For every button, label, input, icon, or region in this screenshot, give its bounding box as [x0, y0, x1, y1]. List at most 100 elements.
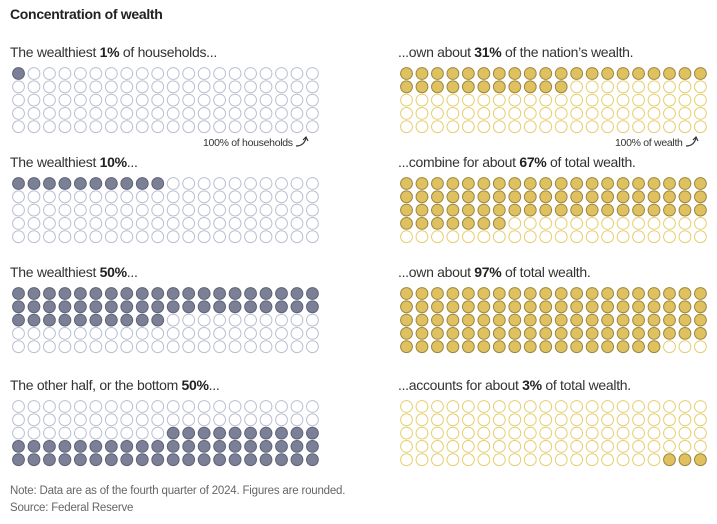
- dot-empty: [415, 440, 429, 453]
- dot-empty: [228, 203, 242, 217]
- dot-empty: [27, 107, 41, 120]
- dot-empty: [275, 327, 288, 340]
- dot-empty: [554, 400, 568, 413]
- dot-empty: [58, 80, 72, 94]
- dot-empty: [632, 120, 645, 134]
- panel-title-bold: 1%: [99, 44, 120, 60]
- dot-filled: [461, 300, 475, 314]
- waffle-household: [12, 67, 319, 134]
- dot-empty: [632, 440, 645, 453]
- dot-empty: [400, 426, 413, 440]
- dot-filled: [182, 300, 196, 314]
- dot-empty: [120, 413, 134, 427]
- dot-empty: [228, 340, 242, 354]
- dot-filled: [585, 313, 599, 327]
- dot-filled: [678, 313, 692, 327]
- panel-title-pre: The wealthiest: [10, 44, 100, 60]
- dot-empty: [12, 340, 25, 354]
- dot-filled: [477, 217, 491, 230]
- dot-empty: [166, 230, 180, 244]
- dot-filled: [539, 80, 553, 94]
- dot-filled: [415, 340, 429, 354]
- dot-empty: [446, 230, 460, 244]
- dot-filled: [43, 453, 56, 467]
- dot-filled: [632, 203, 645, 217]
- dot-filled: [244, 426, 257, 440]
- dot-empty: [182, 80, 196, 94]
- dot-empty: [135, 340, 149, 354]
- dot-empty: [228, 327, 242, 340]
- dot-empty: [182, 203, 196, 217]
- dot-empty: [290, 340, 304, 354]
- dot-empty: [213, 340, 227, 354]
- panel-title-pre: The wealthiest: [10, 154, 100, 170]
- dot-empty: [89, 80, 103, 94]
- dot-filled: [616, 287, 630, 300]
- dot-empty: [539, 120, 553, 134]
- dot-filled: [616, 177, 630, 190]
- dot-empty: [585, 93, 599, 107]
- dot-filled: [151, 453, 165, 467]
- dot-empty: [259, 93, 273, 107]
- dot-filled: [539, 203, 553, 217]
- dot-empty: [523, 426, 537, 440]
- dot-empty: [585, 107, 599, 120]
- dot-empty: [244, 313, 257, 327]
- dot-filled: [647, 177, 661, 190]
- dot-empty: [431, 440, 444, 453]
- dot-empty: [197, 190, 211, 204]
- dot-empty: [135, 120, 149, 134]
- dot-filled: [104, 313, 118, 327]
- dot-empty: [275, 190, 288, 204]
- dot-empty: [12, 93, 25, 107]
- dot-filled: [647, 327, 661, 340]
- dot-empty: [135, 400, 149, 413]
- dot-empty: [290, 107, 304, 120]
- dot-filled: [647, 340, 661, 354]
- dot-empty: [89, 217, 103, 230]
- dot-filled: [601, 327, 615, 340]
- dot-filled: [539, 67, 553, 80]
- dot-empty: [585, 453, 599, 467]
- dot-filled: [446, 217, 460, 230]
- dot-empty: [539, 230, 553, 244]
- dot-filled: [601, 287, 615, 300]
- dot-empty: [135, 67, 149, 80]
- dot-empty: [632, 413, 645, 427]
- dot-empty: [104, 230, 118, 244]
- dot-empty: [182, 120, 196, 134]
- dot-filled: [43, 313, 56, 327]
- dot-empty: [678, 93, 692, 107]
- dot-filled: [135, 287, 149, 300]
- dot-filled: [477, 177, 491, 190]
- dot-filled: [554, 203, 568, 217]
- dot-filled: [290, 287, 304, 300]
- dot-filled: [539, 313, 553, 327]
- dot-empty: [259, 80, 273, 94]
- dot-empty: [461, 230, 475, 244]
- dot-filled: [135, 453, 149, 467]
- dot-empty: [27, 340, 41, 354]
- dot-filled: [585, 177, 599, 190]
- dot-empty: [694, 80, 707, 94]
- dot-empty: [27, 203, 41, 217]
- dot-empty: [477, 230, 491, 244]
- dot-filled: [400, 287, 413, 300]
- dot-empty: [477, 93, 491, 107]
- dot-filled: [431, 177, 444, 190]
- dot-empty: [244, 80, 257, 94]
- dot-empty: [73, 327, 87, 340]
- dot-empty: [415, 400, 429, 413]
- dot-empty: [616, 230, 630, 244]
- panel-title-pre: ...combine for about: [398, 154, 520, 170]
- dot-empty: [570, 440, 584, 453]
- dot-filled: [678, 287, 692, 300]
- dot-filled: [508, 340, 522, 354]
- dot-empty: [120, 93, 134, 107]
- dot-empty: [306, 313, 319, 327]
- dot-empty: [492, 93, 506, 107]
- dot-empty: [570, 107, 584, 120]
- dot-empty: [523, 413, 537, 427]
- dot-empty: [663, 340, 676, 354]
- dot-empty: [647, 80, 661, 94]
